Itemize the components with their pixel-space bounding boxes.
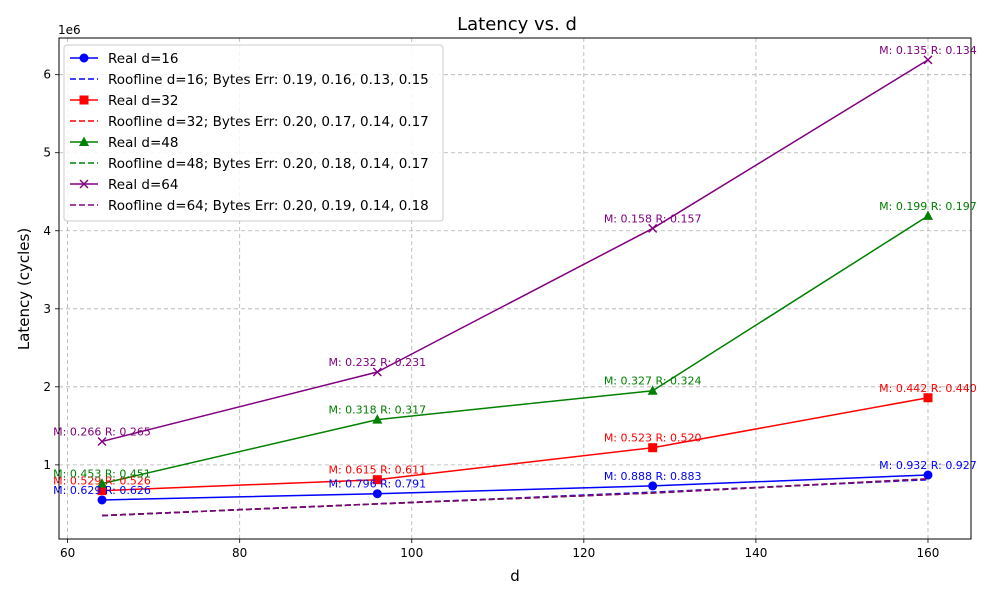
data-point-x-stroke (79, 179, 89, 189)
legend: Real d=16 Roofline d=16; Bytes Err: 0.19,… (63, 44, 444, 222)
legend-entry: Real d=32 (70, 93, 178, 109)
data-point-square (79, 95, 89, 105)
legend-label: Real d=64 (108, 177, 178, 193)
chart-title: Latency vs. d (457, 14, 577, 35)
legend-label: Real d=32 (108, 93, 178, 109)
data-point-triangle (647, 385, 658, 395)
legend-label: Roofline d=32; Bytes Err: 0.20, 0.17, 0.… (108, 114, 429, 130)
legend-entry: Roofline d=32; Bytes Err: 0.20, 0.17, 0.… (70, 114, 429, 130)
grid-layer (59, 38, 971, 539)
legend-label: Real d=48 (108, 135, 178, 151)
point-annotation: M: 0.629 R: 0.626 (53, 484, 151, 497)
legend-label: Roofline d=48; Bytes Err: 0.20, 0.18, 0.… (108, 156, 429, 172)
legend-box (63, 44, 444, 222)
y-tick-label: 6 (43, 68, 51, 82)
y-tick-label: 4 (43, 224, 51, 238)
data-point-circle (372, 489, 382, 499)
point-annotation: M: 0.318 R: 0.317 (328, 404, 426, 417)
x-axis-label: d (510, 567, 520, 585)
data-point-x (97, 436, 107, 446)
series-real-0 (97, 470, 933, 505)
legend-label: Roofline d=64; Bytes Err: 0.20, 0.19, 0.… (108, 198, 429, 214)
point-annotation: M: 0.888 R: 0.883 (604, 470, 702, 483)
data-point-x (372, 367, 382, 377)
data-point-x-stroke (648, 223, 658, 233)
series-real-2 (97, 393, 933, 496)
axis-layer: 60 80 100 120 140 160 1 2 3 4 5 6 (43, 68, 939, 560)
data-point-circle (97, 495, 107, 505)
data-point-x-stroke (372, 367, 382, 377)
data-point-x (923, 55, 933, 65)
series-line (101, 59, 929, 443)
x-tick-label: 60 (60, 546, 75, 560)
y-tick-label: 2 (43, 380, 51, 394)
data-point-x (79, 179, 89, 189)
annotation-layer: M: 0.629 R: 0.626 M: 0.796 R: 0.791 M: 0.8… (53, 44, 977, 497)
y-tick-label: 1 (43, 458, 51, 472)
y-axis-label: Latency (cycles) (15, 228, 33, 350)
y-tick-label: 3 (43, 302, 51, 316)
series-real-4 (97, 210, 933, 488)
data-point-triangle (79, 136, 89, 146)
data-point-circle (923, 470, 933, 480)
data-point-x (648, 223, 658, 233)
series-line (101, 478, 929, 517)
data-point-triangle (922, 210, 933, 220)
series-line (101, 397, 929, 492)
point-annotation: M: 0.615 R: 0.611 (328, 464, 426, 477)
x-tick-label: 120 (572, 546, 595, 560)
x-tick-label: 100 (400, 546, 423, 560)
point-annotation: M: 0.523 R: 0.520 (604, 432, 702, 445)
y-tick-label: 5 (43, 146, 51, 160)
x-tick-label: 80 (232, 546, 247, 560)
legend-entry: Roofline d=48; Bytes Err: 0.20, 0.18, 0.… (70, 156, 429, 172)
data-point-square (923, 393, 933, 403)
point-annotation: M: 0.266 R: 0.265 (53, 425, 151, 438)
point-annotation: M: 0.327 R: 0.324 (604, 375, 702, 388)
x-tick-label: 160 (917, 546, 940, 560)
point-annotation: M: 0.453 R: 0.451 (53, 468, 151, 481)
legend-entry: Roofline d=16; Bytes Err: 0.19, 0.16, 0.… (70, 72, 429, 88)
data-point-circle (79, 53, 89, 63)
series-line (101, 215, 929, 485)
legend-label: Real d=16 (108, 51, 178, 67)
plot-frame (58, 37, 972, 540)
data-point-triangle (97, 478, 108, 488)
series-real-6 (97, 55, 933, 446)
point-annotation: M: 0.158 R: 0.157 (604, 212, 702, 225)
point-annotation: M: 0.135 R: 0.134 (879, 44, 977, 57)
data-point-x-stroke (923, 55, 933, 65)
data-point-square (97, 486, 107, 496)
data-point-triangle (372, 414, 383, 424)
legend-entry: Roofline d=64; Bytes Err: 0.20, 0.19, 0.… (70, 198, 429, 214)
legend-entry: Real d=48 (70, 135, 178, 151)
y-scale-offset-label: 1e6 (58, 23, 81, 37)
point-annotation: M: 0.442 R: 0.440 (879, 382, 977, 395)
point-annotation: M: 0.232 R: 0.231 (328, 356, 426, 369)
point-annotation: M: 0.796 R: 0.791 (328, 478, 426, 491)
data-point-square (648, 443, 658, 453)
point-annotation: M: 0.932 R: 0.927 (879, 459, 977, 472)
series-line (102, 474, 929, 501)
series-roofline-7 (101, 478, 929, 517)
series-layer (97, 55, 933, 517)
data-point-circle (648, 481, 658, 491)
legend-entry: Real d=16 (70, 51, 178, 67)
legend-label: Roofline d=16; Bytes Err: 0.19, 0.16, 0.… (108, 72, 429, 88)
legend-entry: Real d=64 (70, 177, 178, 193)
data-point-x-stroke (97, 436, 107, 446)
point-annotation: M: 0.529 R: 0.526 (53, 475, 151, 488)
point-annotation: M: 0.199 R: 0.197 (879, 200, 977, 213)
x-tick-label: 140 (744, 546, 767, 560)
data-point-square (372, 475, 382, 485)
